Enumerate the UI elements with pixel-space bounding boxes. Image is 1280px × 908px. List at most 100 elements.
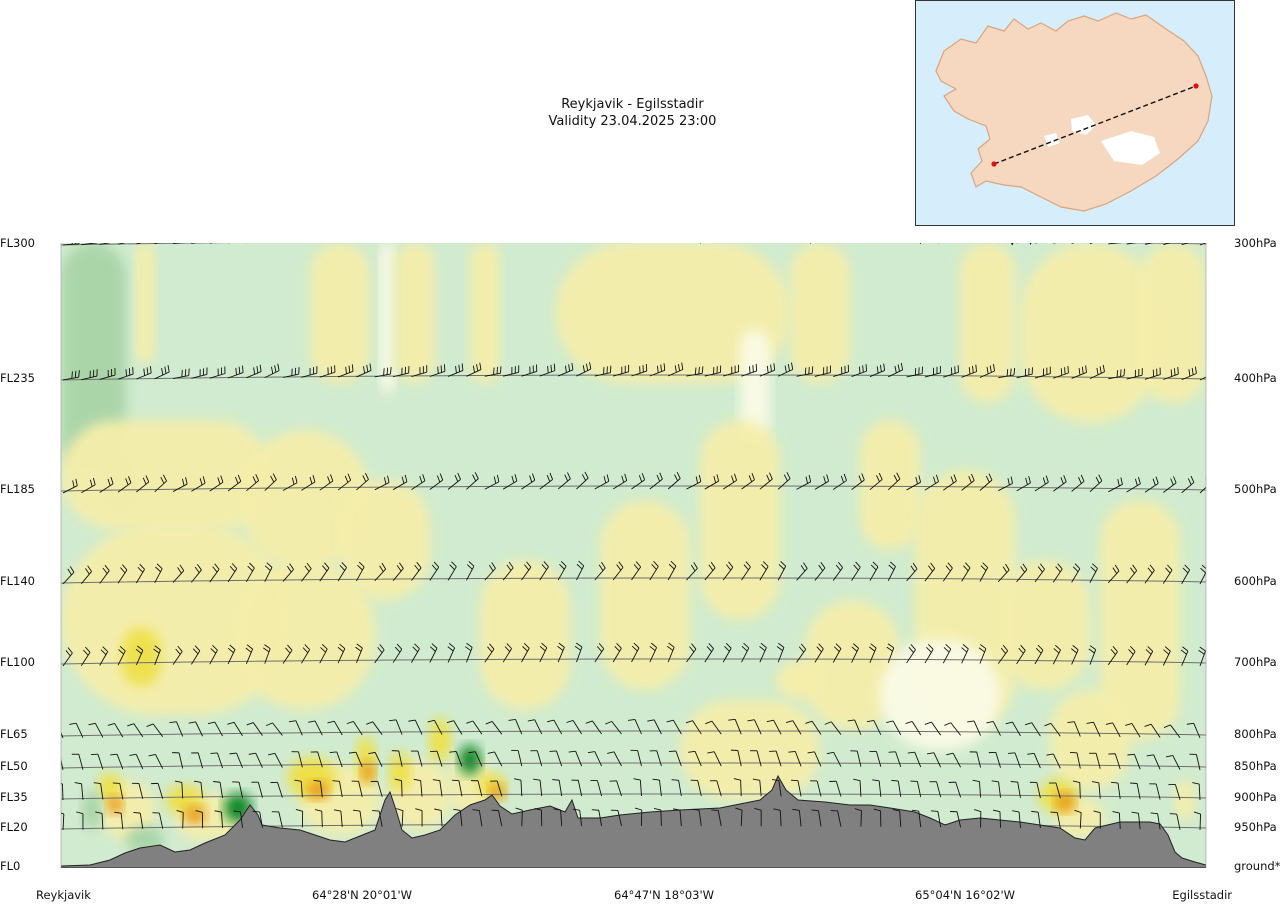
wind-barb	[854, 808, 862, 827]
wind-barb	[997, 645, 1009, 664]
wind-barb	[356, 472, 369, 491]
wind-barb	[944, 722, 961, 736]
wind-barb	[887, 561, 896, 582]
wind-barb	[709, 780, 722, 797]
wind-barb	[647, 719, 662, 735]
wind-barb	[991, 780, 1001, 798]
wind-barb	[1107, 564, 1120, 584]
wind-barb	[394, 778, 403, 797]
wind-barb	[245, 562, 255, 583]
anomaly-blob	[1175, 780, 1195, 820]
wind-barb	[1108, 243, 1123, 245]
wind-barb	[246, 722, 263, 736]
wind-barb	[319, 365, 336, 378]
wind-barb	[594, 643, 605, 663]
anomaly-core	[459, 745, 481, 775]
wind-barb	[704, 365, 722, 377]
wind-barb	[942, 474, 957, 491]
wind-barb	[572, 808, 583, 827]
wind-barb	[891, 779, 902, 797]
wind-barb	[777, 561, 787, 581]
wind-barb	[778, 362, 794, 377]
left-axis-label: FL65	[0, 727, 28, 741]
wind-barb	[998, 243, 1014, 246]
wind-barb	[723, 364, 740, 377]
wind-barb	[1053, 475, 1067, 492]
wind-barb	[627, 718, 642, 735]
wind-barb	[246, 364, 262, 379]
wind-barb	[733, 778, 742, 797]
wind-barb	[1046, 753, 1061, 769]
wind-barb	[1005, 721, 1021, 737]
wind-barb	[792, 808, 802, 827]
wind-barb	[943, 232, 959, 243]
left-axis-label: FL300	[0, 236, 35, 250]
wind-barb	[576, 229, 591, 241]
wind-barb	[174, 780, 184, 799]
wind-barb	[707, 751, 722, 767]
right-axis-label: 700hPa	[1234, 655, 1277, 669]
wind-barb	[484, 562, 496, 581]
wind-barb	[374, 562, 387, 582]
anomaly-blob	[555, 243, 790, 383]
wind-barb	[547, 719, 563, 735]
wind-barb	[576, 362, 592, 377]
wind-barb	[1088, 645, 1097, 665]
wind-barb	[356, 363, 372, 378]
wind-barb	[888, 751, 902, 768]
wind-barb	[133, 811, 144, 829]
wind-barb	[271, 811, 283, 828]
wind-barb	[1016, 563, 1028, 583]
right-axis-labels: 300hPa 400hPa 500hPa 600hPa 700hPa 800hPa 850h…	[1234, 236, 1280, 873]
wind-barb	[191, 752, 204, 769]
wind-barb	[411, 365, 428, 378]
wind-barb	[741, 363, 758, 377]
wind-barb	[227, 721, 243, 737]
wind-barb	[411, 474, 426, 490]
wind-barb	[1048, 782, 1061, 799]
wind-barb	[468, 751, 483, 767]
wind-barb	[652, 778, 662, 797]
wind-barb	[229, 752, 243, 769]
wind-barb	[448, 230, 463, 241]
iceland-landmass	[935, 12, 1213, 212]
wind-barb	[503, 365, 520, 377]
wind-barb	[919, 243, 922, 245]
wind-barb	[514, 778, 523, 797]
wind-barb	[810, 243, 811, 244]
wind-barb	[135, 645, 144, 666]
wind-barb	[759, 561, 769, 581]
wind-barb	[851, 561, 861, 581]
wind-barb	[393, 233, 410, 242]
anomaly-core	[429, 718, 451, 762]
wind-barb	[99, 476, 114, 493]
wind-barb-pennant	[1029, 243, 1032, 245]
wind-barb	[471, 780, 483, 797]
wind-barb	[136, 475, 150, 493]
wind-barb	[649, 642, 658, 663]
wind-barb	[264, 363, 280, 379]
wind-barb	[146, 723, 164, 737]
anomaly-blob	[122, 628, 160, 686]
wind-barb	[997, 563, 1010, 582]
wind-barb	[246, 473, 260, 492]
wind-barb	[595, 232, 612, 241]
wind-barb	[722, 473, 738, 490]
wind-barb	[553, 808, 563, 827]
anomaly-blob	[860, 420, 920, 550]
wind-barb	[282, 367, 300, 378]
left-axis-label: FL140	[0, 574, 35, 588]
wind-barb	[1186, 722, 1201, 739]
wind-barb	[252, 810, 263, 828]
wind-barb	[1089, 752, 1101, 769]
wind-barb	[427, 719, 443, 735]
wind-barb	[282, 563, 294, 582]
wind-barb	[1089, 474, 1103, 492]
wind-barb	[172, 243, 185, 245]
wind-barb	[942, 643, 952, 664]
wind-barb	[99, 564, 110, 584]
wind-barb	[172, 752, 184, 769]
wind-barb	[191, 243, 198, 244]
wind-barb	[107, 723, 124, 738]
wind-barb	[1150, 812, 1161, 830]
